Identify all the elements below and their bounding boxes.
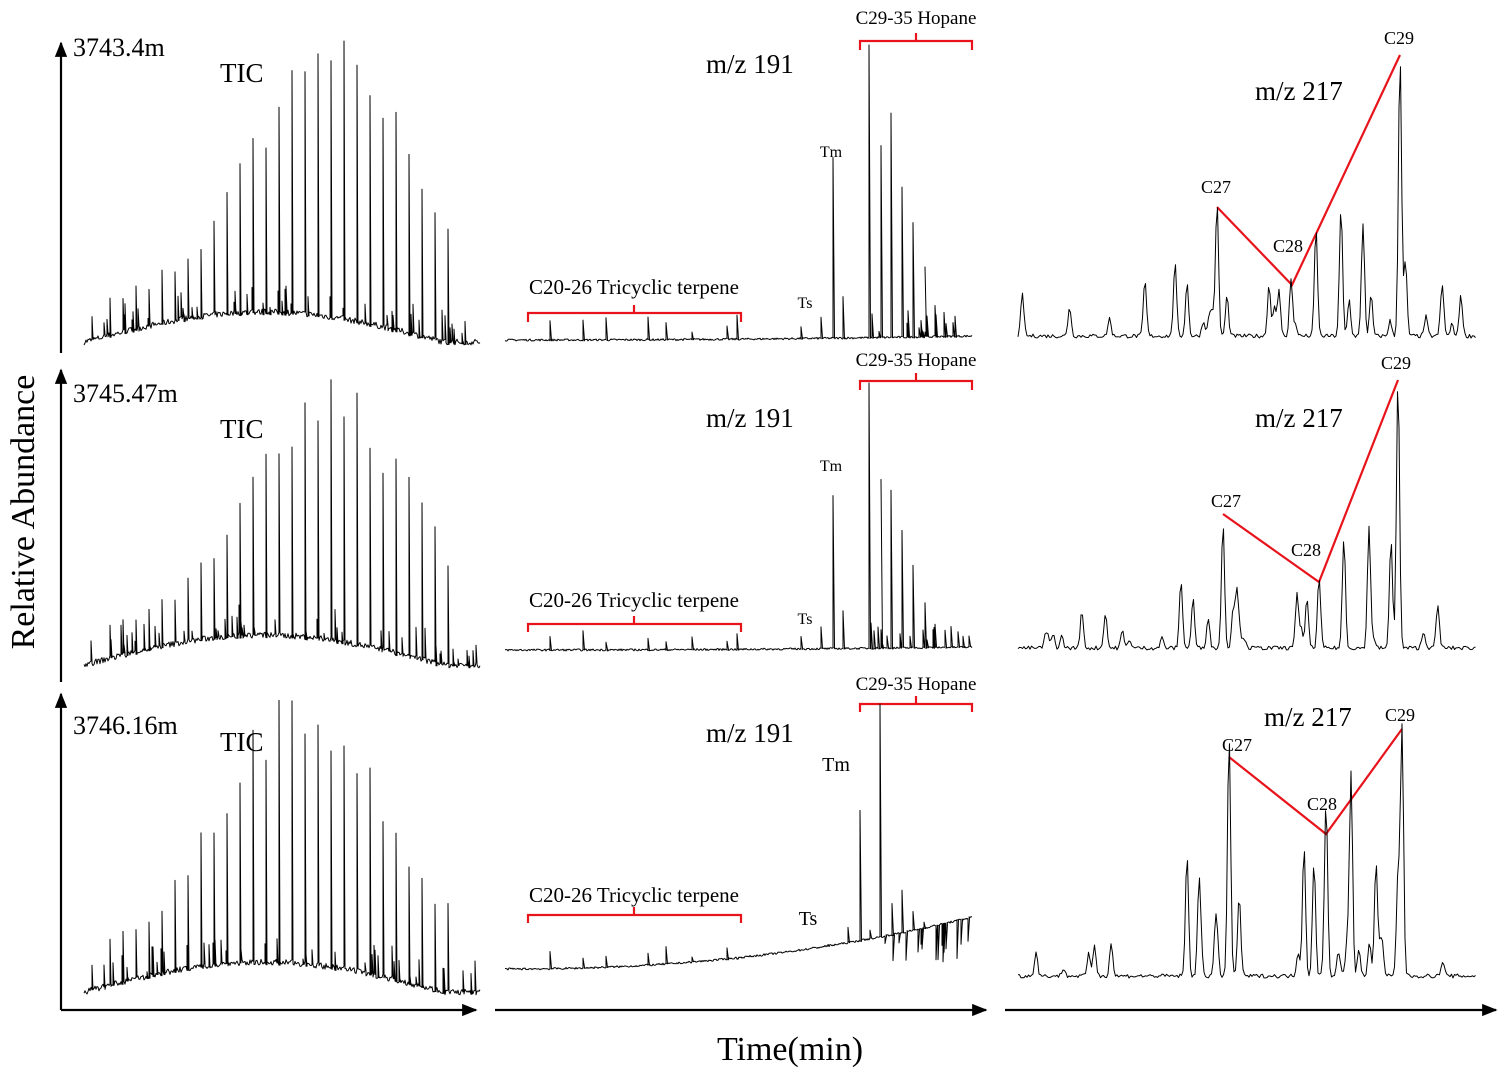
tm-label: Tm bbox=[820, 458, 843, 475]
tm-label: Tm bbox=[822, 754, 850, 776]
tricyclic-bracket bbox=[526, 907, 743, 923]
mz217-trace bbox=[1017, 66, 1476, 339]
x-axis-title: Time(min) bbox=[717, 1031, 863, 1068]
mz217-label: m/z 217 bbox=[1264, 702, 1352, 732]
hopane-bracket bbox=[858, 33, 974, 50]
tm-label: Tm bbox=[820, 144, 843, 161]
c29-label: C29 bbox=[1381, 353, 1411, 373]
hopane-label: C29-35 Hopane bbox=[856, 350, 977, 371]
c27-label: C27 bbox=[1222, 735, 1252, 755]
tic-label: TIC bbox=[220, 58, 264, 88]
tic-label: TIC bbox=[220, 727, 264, 757]
tricyclic-label: C20-26 Tricyclic terpene bbox=[529, 588, 739, 612]
tic-trace bbox=[83, 379, 481, 669]
depth-label: 3745.47m bbox=[73, 379, 178, 408]
row-2: 3745.47m TIC m/z 191 C29-35 Hopane C20-2… bbox=[73, 350, 1476, 669]
hopane-label: C29-35 Hopane bbox=[856, 674, 977, 695]
mz217-label: m/z 217 bbox=[1255, 76, 1343, 106]
tricyclic-bracket bbox=[526, 305, 743, 322]
ts-label: Ts bbox=[798, 611, 813, 628]
tricyclic-label: C20-26 Tricyclic terpene bbox=[529, 275, 739, 299]
mz191-label: m/z 191 bbox=[706, 718, 794, 748]
ts-label: Ts bbox=[798, 295, 813, 312]
hopane-bracket bbox=[858, 373, 974, 390]
tic-label: TIC bbox=[220, 414, 264, 444]
mz191-label: m/z 191 bbox=[706, 403, 794, 433]
tricyclic-bracket bbox=[526, 616, 743, 632]
y-axis-title: Relative Abundance bbox=[5, 375, 42, 650]
depth-label: 3743.4m bbox=[73, 33, 165, 62]
hopane-label: C29-35 Hopane bbox=[856, 8, 977, 29]
mz191-label: m/z 191 bbox=[706, 49, 794, 79]
row-1: 3743.4m TIC m/z 191 C29-35 Hopane C20-26… bbox=[73, 8, 1476, 346]
c27-label: C27 bbox=[1201, 177, 1231, 197]
mz191-trace bbox=[504, 703, 973, 971]
c27-c28-c29-line bbox=[1228, 728, 1403, 836]
c28-label: C28 bbox=[1273, 236, 1303, 256]
mz217-trace bbox=[1017, 723, 1476, 979]
mz191-trace bbox=[504, 44, 973, 342]
row-3: 3746.16m TIC m/z 191 C29-35 Hopane C20-2… bbox=[73, 674, 1476, 996]
mz217-label: m/z 217 bbox=[1255, 403, 1343, 433]
c29-label: C29 bbox=[1385, 705, 1415, 725]
mz191-trace bbox=[504, 382, 973, 652]
c27-label: C27 bbox=[1211, 491, 1241, 511]
mz217-trace bbox=[1017, 391, 1476, 651]
c29-label: C29 bbox=[1384, 28, 1414, 48]
depth-label: 3746.16m bbox=[73, 711, 178, 740]
tic-trace bbox=[83, 40, 481, 346]
c28-label: C28 bbox=[1291, 540, 1321, 560]
tic-trace bbox=[83, 699, 481, 996]
hopane-bracket bbox=[858, 696, 974, 712]
ts-label: Ts bbox=[799, 908, 818, 930]
c28-label: C28 bbox=[1307, 794, 1337, 814]
c27-c28-c29-line bbox=[1216, 54, 1401, 287]
tricyclic-label: C20-26 Tricyclic terpene bbox=[529, 883, 739, 907]
